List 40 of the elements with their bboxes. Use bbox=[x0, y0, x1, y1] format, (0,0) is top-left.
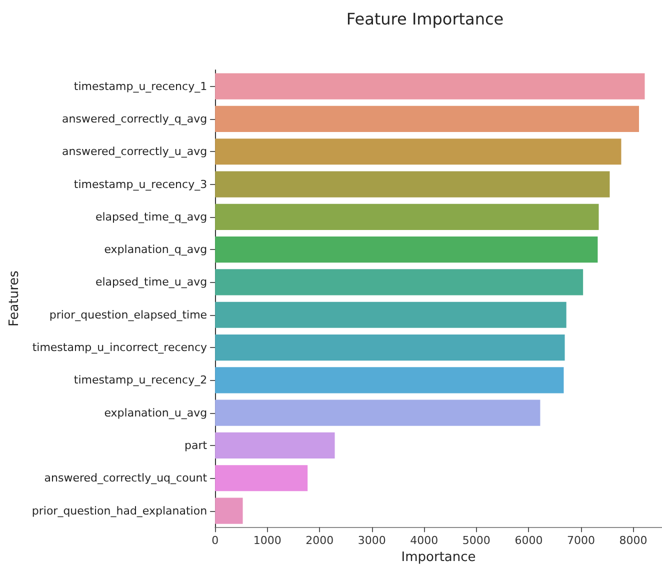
y-tick-label: answered_correctly_u_avg bbox=[62, 145, 208, 158]
y-tick-label: prior_question_elapsed_time bbox=[49, 308, 208, 322]
y-tick-label: elapsed_time_u_avg bbox=[95, 276, 208, 289]
bar bbox=[215, 106, 639, 132]
bar bbox=[215, 269, 584, 296]
y-tick-label: timestamp_u_incorrect_recency bbox=[32, 341, 208, 354]
x-tick-label: 2000 bbox=[306, 534, 334, 548]
y-tick-label: elapsed_time_q_avg bbox=[95, 210, 208, 224]
bar bbox=[215, 367, 564, 394]
bar bbox=[215, 204, 599, 230]
bar bbox=[215, 400, 540, 426]
bar bbox=[215, 138, 622, 165]
x-tick-label: 8000 bbox=[619, 534, 648, 548]
y-tick-label: timestamp_u_recency_3 bbox=[74, 178, 208, 191]
bar bbox=[215, 432, 335, 459]
bar bbox=[215, 73, 645, 100]
y-tick-label: timestamp_u_recency_2 bbox=[74, 374, 208, 387]
y-axis-title: Features bbox=[7, 270, 22, 327]
bar bbox=[215, 465, 308, 492]
y-tick-label: explanation_q_avg bbox=[104, 243, 208, 256]
x-tick-label: 4000 bbox=[410, 534, 438, 548]
bar bbox=[215, 171, 610, 198]
bar bbox=[215, 334, 565, 361]
y-tick-label: timestamp_u_recency_1 bbox=[74, 80, 208, 93]
x-axis-title: Importance bbox=[401, 550, 476, 565]
y-tick-label: part bbox=[184, 438, 208, 452]
chart-title: Feature Importance bbox=[346, 10, 504, 28]
y-tick-label: answered_correctly_uq_count bbox=[44, 472, 208, 485]
y-tick-label: prior_question_had_explanation bbox=[32, 504, 208, 518]
y-tick-label: explanation_u_avg bbox=[104, 406, 208, 420]
x-tick-label: 5000 bbox=[462, 534, 490, 548]
x-tick-label: 0 bbox=[212, 534, 219, 548]
bar bbox=[215, 302, 566, 328]
x-tick-label: 1000 bbox=[253, 534, 282, 548]
x-tick-label: 3000 bbox=[358, 534, 386, 548]
bar bbox=[215, 498, 243, 524]
x-tick-label: 7000 bbox=[566, 534, 595, 548]
y-tick-label: answered_correctly_q_avg bbox=[62, 112, 208, 126]
x-tick-label: 6000 bbox=[514, 534, 543, 548]
bar bbox=[215, 236, 598, 263]
